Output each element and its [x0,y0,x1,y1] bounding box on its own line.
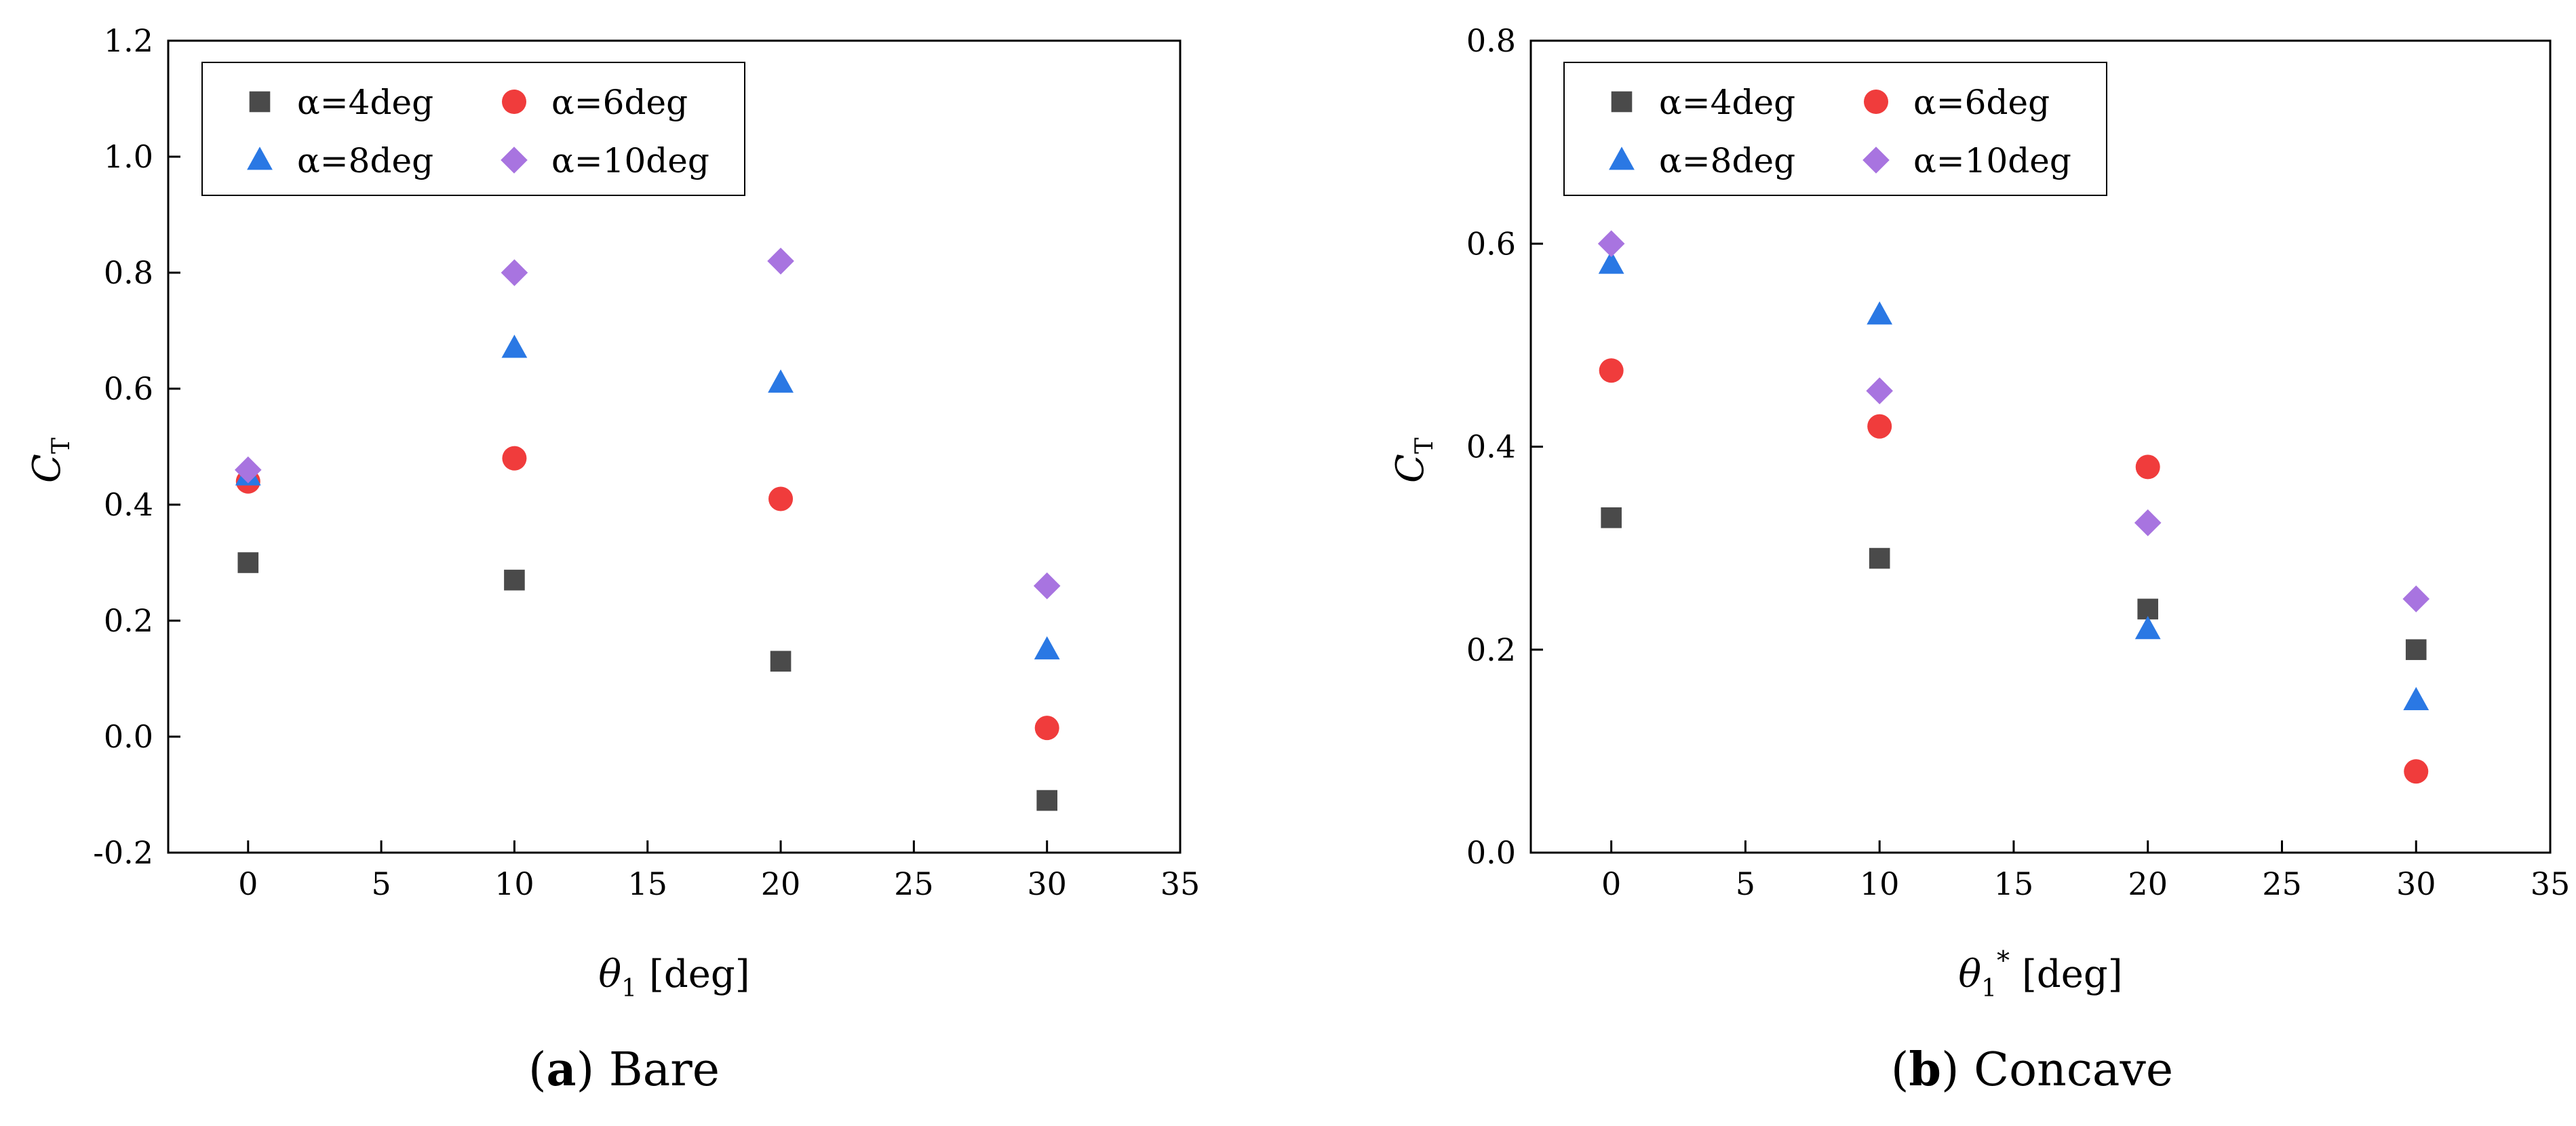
legend-label: α=10deg [1913,141,2071,180]
y-tick-label: 0.0 [1466,834,1516,871]
legend-box [1563,62,2107,196]
data-point-diamond-30 [1033,572,1061,600]
data-point-square-0 [1601,507,1622,528]
data-point-triangle-30 [1034,636,1060,660]
y-tick-label: 0.8 [1466,22,1516,59]
y-tick-label: 1.2 [104,22,153,59]
data-point-diamond-20 [2134,509,2162,537]
x-axis-label: θ1 [deg] [598,952,749,1003]
y-tick-label: 1.0 [104,138,153,175]
data-point-circle-30 [2404,759,2429,784]
y-tick-label: 0.6 [104,370,153,407]
legend-label: α=10deg [551,141,709,180]
data-point-diamond-20 [767,248,794,275]
chart-b: 0 5 10 15 20 25 30 35 0.0 0.2 0.4 0.6 0.8 CT θ1* [deg] α… [1388,22,2570,1097]
x-axis-label: θ1* [deg] [1958,946,2122,1003]
legend-marker-triangle [247,147,273,170]
legend-marker-circle [502,90,526,114]
legend-label: α=4deg [1659,83,1795,122]
data-point-circle-20 [768,486,794,511]
x-tick-label: 15 [627,866,667,902]
legend-label: α=6deg [551,83,688,122]
legend-label: α=6deg [1913,83,2050,122]
data-point-square-10 [1869,547,1890,569]
legend-label: α=8deg [1659,141,1795,180]
x-tick-label: 10 [494,866,534,902]
x-tick-label: 20 [2128,866,2168,902]
data-point-square-30 [2405,639,2427,661]
data-point-circle-20 [2135,454,2160,480]
y-tick-label: 0.6 [1466,225,1516,262]
data-point-triangle-0 [1598,250,1624,274]
x-tick-label: 25 [894,866,934,902]
data-point-square-20 [770,651,792,672]
legend-label: α=4deg [297,83,433,122]
data-point-diamond-10 [501,259,528,286]
y-axis-label: CT [25,438,75,483]
data-point-triangle-20 [768,369,794,393]
legend-box [201,62,745,196]
legend-marker-triangle [1609,147,1635,170]
plot-frame [167,39,1182,854]
y-axis-label: CT [1388,438,1439,483]
data-point-diamond-0 [234,456,262,484]
legend-marker-circle [1864,90,1888,114]
data-point-diamond-10 [1866,377,1893,405]
y-tick-label: 0.0 [104,718,153,755]
x-tick-label: 25 [2262,866,2302,902]
chart-a: 0 5 10 15 20 25 30 35 -0.2 0.0 0.2 0.4 0.6 0.8 1.0 1.2 C… [25,22,1200,1097]
data-point-circle-10 [1867,414,1892,439]
data-point-triangle-10 [1867,301,1893,325]
legend-label: α=8deg [297,141,433,180]
legend-marker-diamond [501,147,528,174]
data-point-diamond-30 [2402,585,2430,613]
data-point-square-30 [1036,790,1057,811]
data-point-triangle-10 [501,334,528,358]
x-tick-label: 20 [761,866,801,902]
data-point-circle-0 [1599,358,1624,383]
y-tick-label: 0.2 [104,602,153,639]
y-tick-label: -0.2 [93,834,153,871]
x-tick-label: 0 [1601,866,1621,902]
x-tick-label: 0 [238,866,258,902]
legend-marker-diamond [1862,147,1890,174]
figure-caption: (a) Bare [528,1043,720,1097]
data-point-square-10 [504,569,525,591]
figure-caption: (b) Concave [1891,1043,2173,1097]
x-tick-label: 10 [1860,866,1900,902]
y-tick-label: 0.8 [104,254,153,291]
data-point-circle-30 [1034,716,1059,741]
x-tick-label: 15 [1994,866,2034,902]
data-point-diamond-0 [1597,230,1625,258]
x-tick-label: 30 [2396,866,2436,902]
data-point-triangle-30 [2403,686,2429,710]
data-point-circle-10 [502,446,527,471]
x-tick-label: 30 [1027,866,1067,902]
x-tick-label: 35 [1160,866,1201,902]
y-tick-label: 0.2 [1466,632,1516,668]
data-point-square-0 [237,552,259,573]
data-point-triangle-20 [2134,616,2161,640]
y-tick-label: 0.4 [1466,429,1516,465]
y-tick-label: 0.4 [104,486,153,523]
x-tick-label: 5 [371,866,391,902]
legend-marker-square [1611,91,1633,113]
x-tick-label: 35 [2531,866,2571,902]
legend-marker-square [249,91,271,113]
x-tick-label: 5 [1736,866,1755,902]
